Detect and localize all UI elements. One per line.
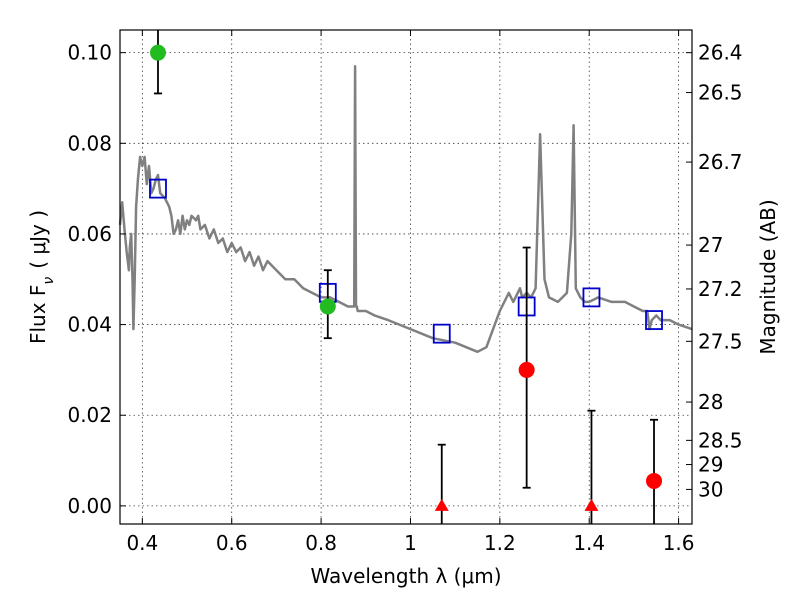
y2-axis-label: Magnitude (AB) [756,199,780,354]
y-axis-label-subscript: ν [41,277,57,285]
model-sed-line [118,65,693,354]
detection-point-green [319,298,336,315]
y-tick-label: 0.04 [67,313,112,337]
model-sed-layer [118,65,693,354]
grid-layer [120,30,692,524]
y2-tick-label: 26.4 [698,41,743,65]
model-flux-square [149,178,167,199]
y-axis-label: Flux Fν ( μJy ) [26,210,57,344]
y2-tick-label: 27 [698,233,723,257]
y2-axis-label-group: Magnitude (AB) [756,199,780,354]
y2-tick-label: 28.5 [698,428,743,452]
y-axis-label-unit: ( μJy ) [26,210,50,269]
x-tick-label: 1.6 [663,531,695,555]
y-tick-label: 0.06 [67,222,112,246]
y2-tick-label: 26.7 [698,150,743,174]
y2-tick-label: 28 [698,390,723,414]
y-axis-label-group: Flux Fν ( μJy ) [26,210,57,344]
x-tick-label: 1 [404,531,417,555]
detection-point-red [646,472,663,489]
y-axis-label-main: Flux F [26,285,50,344]
y-tick-label: 0.00 [67,494,112,518]
model-flux-square [645,310,663,330]
y2-tick-label: 29 [698,453,723,477]
model-flux-square [582,287,601,308]
y2-tick-label: 27.5 [698,329,743,353]
upper-limit-triangle [434,498,449,511]
data-layer [149,30,663,524]
x-tick-label: 0.4 [126,531,158,555]
upper-limit-triangle [584,498,599,511]
x-tick-label: 1.2 [484,531,516,555]
model-flux-square [432,323,451,344]
plot-frame [119,29,693,525]
x-tick-label: 0.8 [305,531,337,555]
y-tick-label: 0.08 [67,131,112,155]
x-axis-label: Wavelength λ (μm) [310,564,501,588]
ticks-layer: 0.4 0.6 0.8 1 1.2 1.4 1.6 0.00 0.02 0.04 0.06 0.08 0… [67,30,743,555]
y-tick-label: 0.10 [67,41,112,65]
y-tick-label: 0.02 [67,403,112,427]
x-tick-label: 1.4 [573,531,605,555]
y2-tick-label: 27.2 [698,277,743,301]
y2-tick-label: 30 [698,477,723,501]
detection-point-red [518,361,535,378]
y2-tick-label: 26.5 [698,81,743,105]
x-tick-label: 0.6 [216,531,248,555]
detection-point-green [149,44,166,61]
